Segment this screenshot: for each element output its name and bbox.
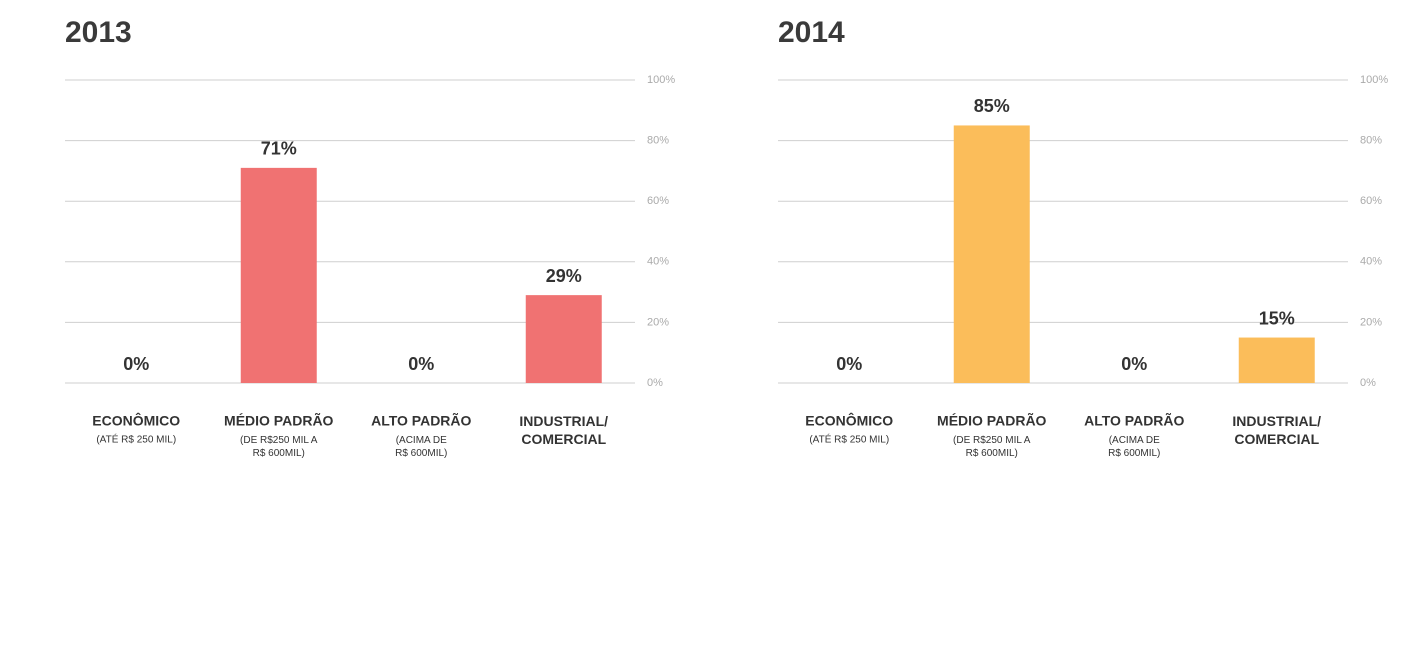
- value-label: 0%: [1121, 354, 1147, 374]
- category-note: (DE R$250 MIL A R$ 600MIL): [240, 435, 318, 459]
- y-tick-label: 0%: [1360, 377, 1376, 389]
- y-tick-label: 80%: [1360, 135, 1382, 147]
- value-label: 0%: [836, 354, 862, 374]
- y-tick-label: 80%: [647, 135, 669, 147]
- category-note: (ACIMA DE R$ 600MIL): [395, 435, 447, 459]
- category-label: MÉDIO PADRÃO: [937, 412, 1047, 429]
- category-note: (ACIMA DE R$ 600MIL): [1108, 435, 1160, 459]
- chart-title: 2013: [65, 16, 132, 49]
- value-label: 0%: [408, 354, 434, 374]
- bar: [953, 125, 1030, 383]
- value-label: 29%: [546, 266, 582, 286]
- bar: [240, 167, 317, 383]
- category-label: ALTO PADRÃO: [371, 412, 471, 429]
- y-tick-label: 100%: [1360, 74, 1388, 86]
- y-tick-label: 40%: [647, 256, 669, 268]
- value-label: 85%: [974, 96, 1010, 116]
- value-label: 71%: [261, 139, 297, 159]
- category-label: ECONÔMICO: [805, 412, 893, 429]
- bar: [1238, 337, 1315, 383]
- y-tick-label: 20%: [647, 316, 669, 328]
- y-tick-label: 40%: [1360, 256, 1382, 268]
- category-label: MÉDIO PADRÃO: [224, 412, 334, 429]
- category-note: (ATÉ R$ 250 MIL): [96, 433, 176, 446]
- category-label: ALTO PADRÃO: [1084, 412, 1184, 429]
- y-tick-label: 100%: [647, 74, 675, 86]
- y-tick-label: 0%: [647, 377, 663, 389]
- category-note: (DE R$250 MIL A R$ 600MIL): [953, 435, 1031, 459]
- y-tick-label: 20%: [1360, 316, 1382, 328]
- category-label: ECONÔMICO: [92, 412, 180, 429]
- bar: [525, 295, 602, 383]
- category-label: INDUSTRIAL/COMERCIAL: [1232, 413, 1321, 447]
- value-label: 15%: [1259, 308, 1295, 328]
- y-tick-label: 60%: [1360, 195, 1382, 207]
- value-label: 0%: [123, 354, 149, 374]
- category-note: (ATÉ R$ 250 MIL): [809, 433, 889, 446]
- chart-title: 2014: [778, 16, 845, 49]
- y-tick-label: 60%: [647, 195, 669, 207]
- category-label: INDUSTRIAL/COMERCIAL: [519, 413, 608, 447]
